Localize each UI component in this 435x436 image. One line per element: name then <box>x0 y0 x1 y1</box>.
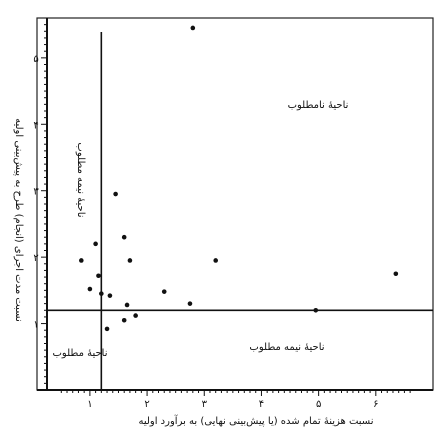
data-point <box>124 302 130 308</box>
data-point <box>104 326 110 332</box>
y-tick-label: ۲ <box>33 253 38 264</box>
region-label-bottom-right: ناحیهٔ نیمه مطلوب <box>249 342 324 353</box>
data-point <box>187 301 193 306</box>
data-point <box>113 191 118 197</box>
data-point <box>121 234 127 240</box>
data-points <box>79 25 399 332</box>
y-tick-label: ۵ <box>33 54 38 65</box>
x-tick-label: ۵ <box>316 399 321 410</box>
y-tick-label: ۴ <box>33 120 38 131</box>
data-point <box>99 291 104 296</box>
y-axis-title: نسبت مدت اجرای (انجام) طرح به پیش‌بینی ا… <box>13 118 24 322</box>
data-point <box>161 289 167 294</box>
minor-ticks <box>41 24 411 396</box>
data-point <box>93 241 98 247</box>
region-label-top-left: ناحیهٔ نیمه مطلوب <box>75 142 86 217</box>
data-point <box>133 313 138 318</box>
data-point <box>121 317 127 323</box>
region-label-bottom-left: ناحیهٔ مطلوب <box>52 348 107 359</box>
data-point <box>87 286 93 292</box>
y-tick-labels: ۱ ۲ ۳ ۴ ۵ <box>33 54 39 331</box>
data-point <box>393 271 399 277</box>
data-point <box>107 293 113 298</box>
data-point <box>79 258 84 263</box>
x-tick-label: ۶ <box>373 399 378 410</box>
x-tick-label: ۳ <box>202 399 208 410</box>
x-axis-title: نسبت هزینهٔ تمام شده (یا پیش‌بینی نهایی)… <box>138 414 373 427</box>
y-tick-label: ۱ <box>33 320 38 331</box>
data-point <box>313 307 319 313</box>
data-point <box>127 258 133 263</box>
y-tick-label: ۳ <box>33 187 39 198</box>
plot-frame <box>36 17 434 391</box>
x-tick-label: ۲ <box>144 399 149 410</box>
data-point <box>190 25 196 31</box>
region-label-top-right: ناحیهٔ نامطلوب <box>288 100 349 111</box>
x-tick-label: ۴ <box>259 399 264 410</box>
x-tick-label: ۱ <box>87 399 92 410</box>
data-point <box>96 273 101 279</box>
data-point <box>213 258 218 263</box>
x-tick-labels: ۱ ۲ ۳ ۴ ۵ ۶ <box>87 399 378 410</box>
